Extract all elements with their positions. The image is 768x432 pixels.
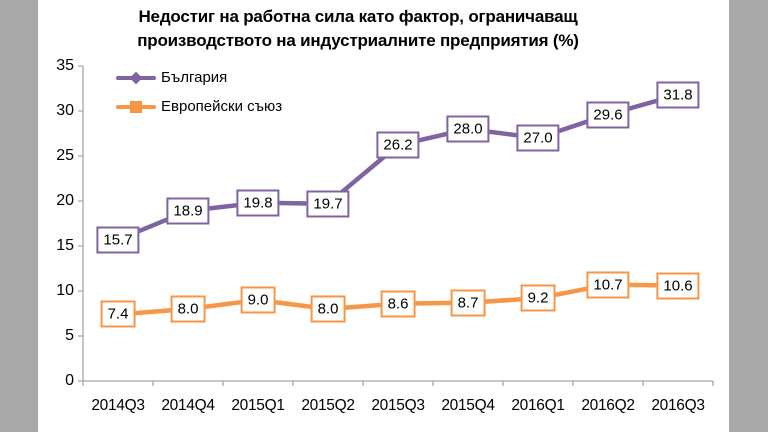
line-series-icon (116, 100, 156, 113)
y-axis-tick-label: 20 (56, 192, 74, 209)
left-letterbox (0, 0, 38, 432)
x-axis-tick-label: 2016Q1 (511, 397, 565, 414)
x-axis-tick-label: 2016Q3 (651, 397, 705, 414)
plot-area: 0 5 10 15 20 25 30 35 2014Q3 2014Q4 2015Q1 2015Q2 20… (38, 0, 729, 432)
data-label: 9.2 (520, 284, 556, 312)
x-axis-tick-label: 2014Q3 (91, 397, 145, 414)
x-axis-tick-label: 2015Q3 (371, 397, 425, 414)
line-series-icon (116, 71, 156, 84)
y-axis-tick-label: 25 (56, 147, 74, 164)
y-axis-tick-label: 30 (56, 102, 74, 119)
data-label: 19.8 (236, 189, 280, 217)
data-label: 15.7 (96, 226, 140, 254)
data-label: 27.0 (516, 124, 560, 152)
right-letterbox (729, 0, 768, 432)
x-axis-tick-label: 2016Q2 (581, 397, 635, 414)
legend: България Европейски съюз (116, 69, 282, 115)
y-axis-tick-label: 15 (56, 237, 74, 254)
x-axis-tick-label: 2015Q4 (441, 397, 495, 414)
data-label: 8.6 (380, 290, 416, 318)
y-axis-tick-label: 35 (56, 57, 74, 74)
square-marker-icon (130, 100, 142, 113)
y-axis-tick-label: 5 (65, 327, 74, 344)
data-label: 8.0 (170, 295, 206, 323)
legend-label-eu: Европейски съюз (161, 98, 283, 115)
chart-title-line1: Недостиг на работна сила като фактор, ог… (138, 7, 578, 26)
plot-svg (78, 65, 714, 386)
data-label: 8.7 (450, 289, 486, 317)
axis-lines (78, 65, 714, 386)
data-label: 26.2 (376, 131, 420, 159)
data-label: 7.4 (100, 300, 136, 328)
legend-entry-eu: Европейски съюз (116, 98, 282, 115)
data-label: 10.7 (586, 271, 630, 299)
data-label: 31.8 (656, 81, 700, 109)
data-label: 10.6 (656, 272, 700, 300)
chart-title: Недостиг на работна сила като фактор, ог… (48, 5, 668, 53)
legend-label-bulgaria: България (161, 69, 228, 86)
data-label: 19.7 (306, 190, 350, 218)
data-label: 9.0 (240, 286, 276, 314)
y-axis-tick-label: 10 (56, 282, 74, 299)
legend-entry-bulgaria: България (116, 69, 282, 86)
x-axis-tick-label: 2015Q2 (301, 397, 355, 414)
data-label: 29.6 (586, 101, 630, 129)
data-label: 8.0 (310, 295, 346, 323)
x-axis-tick-label: 2015Q1 (231, 397, 285, 414)
data-label: 28.0 (446, 115, 490, 143)
data-label: 18.9 (166, 197, 210, 225)
chart-title-line2: производството на индустриалните предпри… (137, 31, 579, 50)
chart-canvas: Недостиг на работна сила като фактор, ог… (38, 0, 729, 432)
x-axis-tick-label: 2014Q4 (161, 397, 215, 414)
y-axis-tick-label: 0 (65, 372, 74, 389)
